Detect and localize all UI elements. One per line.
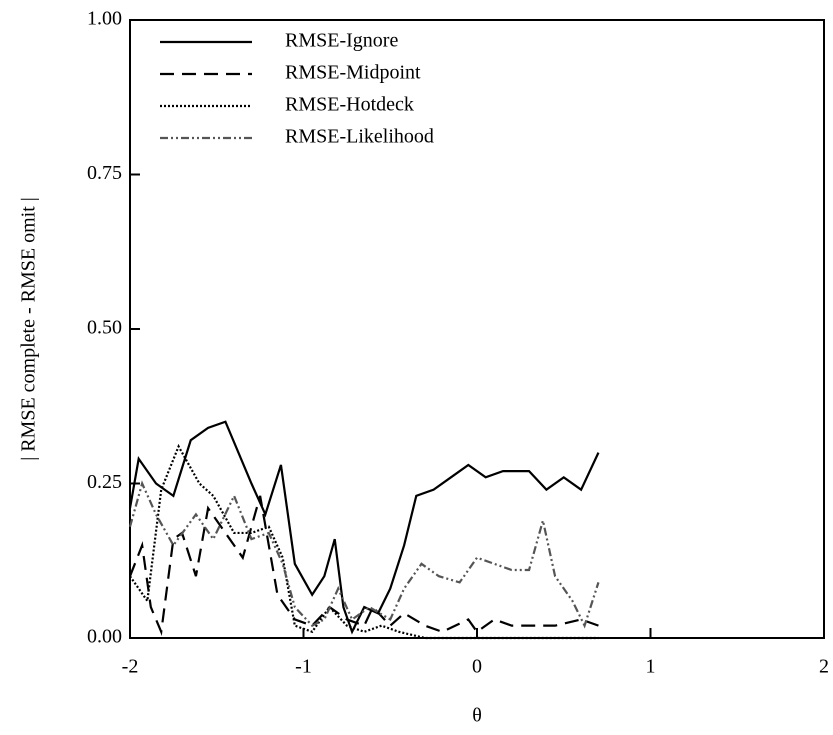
y-tick-label: 0.75 [87, 162, 122, 184]
x-axis-label: θ [472, 705, 482, 727]
legend-label: RMSE-Ignore [285, 30, 398, 52]
x-tick-label: -1 [295, 656, 312, 678]
legend-label: RMSE-Midpoint [285, 62, 421, 84]
y-tick-label: 0.00 [87, 626, 122, 648]
legend-label: RMSE-Likelihood [285, 126, 434, 148]
y-tick-label: 1.00 [87, 8, 122, 30]
y-axis-label: | RMSE complete - RMSE omit | [18, 197, 40, 461]
x-tick-label: 0 [472, 656, 482, 678]
y-tick-label: 0.50 [87, 317, 122, 339]
data-line [128, 420, 600, 635]
data-line [128, 480, 600, 629]
data-line [129, 443, 599, 640]
legend-label: RMSE-Hotdeck [285, 94, 414, 116]
x-tick-label: -2 [122, 656, 139, 678]
y-tick-label: 0.25 [87, 471, 122, 493]
x-tick-label: 2 [819, 656, 829, 678]
x-tick-label: 1 [646, 656, 656, 678]
